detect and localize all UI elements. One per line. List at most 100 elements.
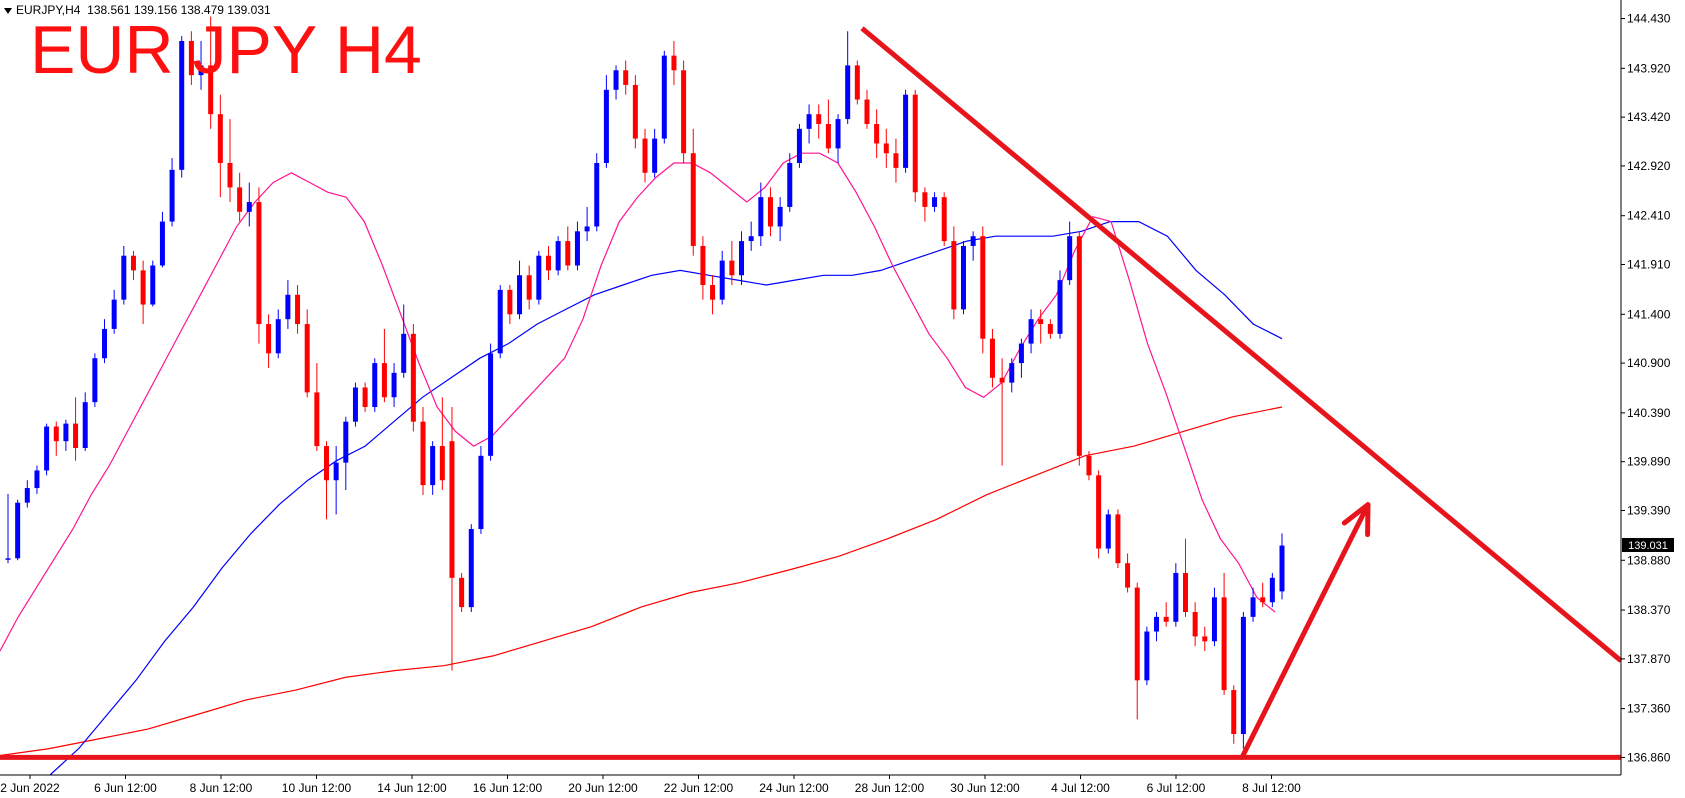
candle-body — [1067, 236, 1073, 281]
y-tick-label: 140.390 — [1627, 406, 1671, 420]
candle-body — [5, 558, 11, 560]
y-tick-label: 142.410 — [1627, 209, 1671, 223]
candle-body — [816, 114, 822, 124]
candle-body — [324, 446, 329, 481]
candle-body — [111, 299, 117, 329]
candle-body — [420, 421, 426, 486]
candle-body — [410, 333, 416, 422]
candle-body — [825, 123, 831, 149]
candle-body — [690, 153, 696, 246]
candle-body — [565, 241, 571, 266]
candle-body — [15, 502, 21, 559]
candle-body — [449, 441, 455, 578]
x-tick-label: 22 Jun 12:00 — [664, 781, 734, 795]
candle-body — [748, 236, 754, 242]
candle-body — [584, 226, 590, 232]
y-tick-label: 137.870 — [1627, 652, 1671, 666]
x-tick-label: 28 Jun 12:00 — [855, 781, 925, 795]
candle-body — [246, 202, 252, 212]
candle-body — [1105, 514, 1111, 549]
candle-body — [256, 202, 262, 325]
candle-body — [980, 236, 986, 339]
candle-body — [73, 423, 79, 449]
candle-body — [169, 169, 175, 222]
candle-body — [1115, 514, 1121, 564]
overlay-title: EUR JPY H4 — [30, 12, 422, 88]
candle-body — [217, 114, 223, 164]
candle-body — [1182, 572, 1188, 612]
y-tick-label: 139.890 — [1627, 455, 1671, 469]
candle-body — [352, 387, 358, 422]
x-tick-label: 24 Jun 12:00 — [759, 781, 829, 795]
candle-body — [835, 119, 841, 149]
candle-body — [237, 187, 243, 212]
y-tick-label: 141.400 — [1627, 307, 1671, 321]
ma-fast-line — [0, 152, 1276, 652]
candle-body — [102, 328, 108, 359]
dropdown-triangle-icon[interactable] — [4, 7, 12, 14]
candle-body — [1125, 563, 1131, 588]
candle-body — [198, 65, 204, 76]
candle-body — [401, 333, 407, 373]
candle-body — [208, 65, 214, 115]
candle-body — [34, 470, 40, 489]
candle-body — [381, 363, 387, 398]
candle-body — [430, 446, 436, 486]
candle-body — [497, 289, 503, 354]
x-tick-label: 4 Jul 12:00 — [1051, 781, 1110, 795]
candle-body — [391, 372, 397, 398]
candle-body — [295, 294, 301, 325]
candle-body — [961, 245, 966, 310]
candle-body — [652, 138, 658, 173]
candle-body — [24, 488, 30, 503]
resistance-trendline — [860, 26, 1623, 663]
candle-body — [92, 358, 98, 403]
candle-body — [719, 260, 725, 300]
candle-body — [796, 128, 802, 164]
candle-body — [941, 197, 947, 242]
candle-body — [478, 455, 484, 530]
y-tick-label: 139.390 — [1627, 503, 1671, 517]
y-tick-label: 140.900 — [1627, 356, 1671, 370]
candle-body — [517, 275, 523, 315]
candle-body — [613, 70, 619, 90]
y-tick-label: 136.860 — [1627, 750, 1671, 764]
candle-body — [1240, 616, 1246, 735]
candle-body — [787, 163, 793, 207]
candle-body — [903, 94, 909, 168]
candle-body — [188, 40, 194, 76]
candle-body — [700, 245, 706, 286]
candle-body — [314, 392, 320, 447]
candle-body — [883, 143, 889, 154]
candle-body — [681, 70, 687, 154]
candle-body — [536, 255, 542, 300]
symbol-label: EURJPY,H4 — [16, 3, 81, 17]
candle-body — [275, 319, 281, 354]
x-tick-label: 20 Jun 12:00 — [568, 781, 638, 795]
candle-body — [864, 99, 870, 124]
candle-body — [372, 363, 378, 408]
candle-body — [970, 236, 976, 246]
y-tick-label: 138.880 — [1627, 553, 1671, 567]
candle-body — [468, 529, 474, 608]
x-tick-label: 6 Jul 12:00 — [1147, 781, 1206, 795]
candle-body — [603, 89, 609, 164]
candle-body — [1202, 636, 1208, 642]
candle-body — [53, 426, 59, 442]
candle-body — [661, 55, 667, 139]
candle-body — [1009, 363, 1015, 383]
candle-body — [507, 289, 513, 315]
candle-body — [1076, 236, 1082, 456]
y-tick-label: 141.910 — [1627, 258, 1671, 272]
candle-body — [999, 377, 1005, 383]
y-tick-label: 144.430 — [1627, 12, 1671, 26]
candle-body — [1279, 545, 1285, 592]
candle-body — [806, 114, 812, 129]
candle-body — [159, 221, 165, 266]
x-tick-label: 8 Jul 12:00 — [1242, 781, 1301, 795]
candle-body — [150, 265, 156, 305]
candle-body — [1250, 597, 1256, 617]
candle-body — [266, 324, 272, 354]
candle-body — [729, 260, 735, 276]
